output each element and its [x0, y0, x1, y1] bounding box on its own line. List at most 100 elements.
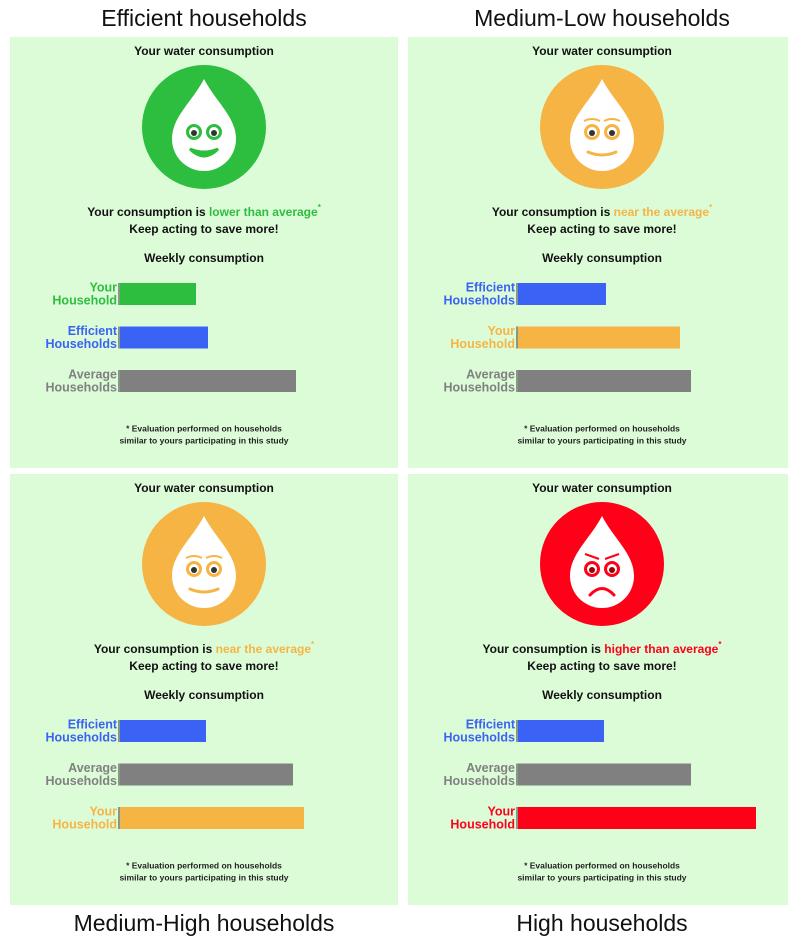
bar	[518, 807, 756, 829]
mouth	[188, 587, 220, 594]
eyebrow	[583, 118, 601, 122]
category-label: Households	[443, 380, 515, 394]
pupil	[191, 130, 197, 136]
message-highlight: near the average	[216, 642, 312, 656]
panel: Your water consumption Your consumption i…	[408, 474, 788, 905]
chart-title: Weekly consumption	[144, 251, 264, 265]
footnote: similar to yours participating in this s…	[119, 435, 288, 445]
footnote: * Evaluation performed on households	[126, 860, 282, 870]
bar	[120, 326, 208, 349]
footnote: * Evaluation performed on households	[524, 860, 680, 870]
footnote: * Evaluation performed on households	[126, 423, 282, 433]
message-second: Keep acting to save more!	[527, 222, 676, 236]
mouth	[586, 150, 618, 157]
message: Your consumption is near the average*	[492, 203, 713, 219]
footnote: similar to yours participating in this s…	[517, 872, 686, 882]
category-label: Your	[487, 804, 515, 818]
panel-caption: Medium-High households	[74, 910, 335, 936]
message-mark: *	[718, 640, 722, 649]
bar	[120, 370, 296, 392]
mouth	[188, 147, 220, 158]
eyebrow	[205, 555, 223, 559]
message-second: Keep acting to save more!	[527, 659, 676, 673]
category-label: Households	[443, 293, 515, 307]
bar	[120, 720, 206, 742]
bar	[120, 283, 196, 305]
pupil	[609, 567, 615, 573]
category-label: Households	[45, 774, 117, 788]
panel: Your water consumption Your consumption i…	[10, 37, 398, 468]
category-label: Households	[443, 730, 515, 744]
pupil	[211, 130, 217, 136]
panel-caption: High households	[516, 910, 687, 936]
panel-header: Your water consumption	[134, 481, 274, 495]
footnote: similar to yours participating in this s…	[517, 435, 686, 445]
category-label: Household	[52, 817, 117, 831]
chart-title: Weekly consumption	[542, 688, 662, 702]
message-prefix: Your consumption is	[492, 205, 614, 219]
eyebrow	[584, 553, 600, 560]
message-mark: *	[318, 203, 322, 212]
category-label: Efficient	[466, 280, 516, 294]
bar	[518, 370, 691, 392]
message: Your consumption is higher than average*	[483, 640, 723, 656]
bar	[518, 720, 604, 742]
message: Your consumption is lower than average*	[87, 203, 322, 219]
category-label: Households	[45, 337, 117, 351]
category-label: Household	[52, 293, 117, 307]
message-second: Keep acting to save more!	[129, 659, 278, 673]
bar	[120, 763, 293, 786]
message-highlight: near the average	[614, 205, 710, 219]
pupil	[191, 567, 197, 573]
message-prefix: Your consumption is	[87, 205, 209, 219]
drop	[172, 516, 236, 608]
message-mark: *	[709, 203, 713, 212]
chart-title: Weekly consumption	[144, 688, 264, 702]
chart-title: Weekly consumption	[542, 251, 662, 265]
bar	[518, 326, 680, 349]
eyebrow	[603, 118, 621, 122]
pupil	[589, 567, 595, 573]
bar	[120, 807, 304, 829]
bar	[518, 763, 691, 786]
eyebrow	[604, 553, 620, 560]
panel-header: Your water consumption	[532, 44, 672, 58]
panel-header: Your water consumption	[532, 481, 672, 495]
mouth	[588, 587, 616, 597]
category-label: Households	[45, 380, 117, 394]
category-label: Average	[68, 367, 117, 381]
category-label: Your	[89, 280, 117, 294]
message-prefix: Your consumption is	[94, 642, 216, 656]
category-label: Your	[89, 804, 117, 818]
category-label: Efficient	[68, 324, 118, 338]
message-second: Keep acting to save more!	[129, 222, 278, 236]
category-label: Efficient	[68, 717, 118, 731]
bar	[518, 283, 606, 305]
category-label: Household	[450, 817, 515, 831]
category-label: Average	[466, 367, 515, 381]
message-mark: *	[311, 640, 315, 649]
panel: Your water consumption Your consumption i…	[10, 474, 398, 905]
category-label: Household	[450, 337, 515, 351]
message: Your consumption is near the average*	[94, 640, 315, 656]
pupil	[211, 567, 217, 573]
pupil	[589, 130, 595, 136]
drop	[570, 516, 634, 608]
drop	[570, 79, 634, 171]
message-prefix: Your consumption is	[483, 642, 605, 656]
face-icon	[540, 502, 664, 626]
footnote: * Evaluation performed on households	[524, 423, 680, 433]
footnote: similar to yours participating in this s…	[119, 872, 288, 882]
face-icon	[142, 502, 266, 626]
category-label: Average	[68, 761, 117, 775]
panel-caption: Efficient households	[101, 5, 306, 31]
face-icon	[540, 65, 664, 189]
category-label: Your	[487, 324, 515, 338]
panel-header: Your water consumption	[134, 44, 274, 58]
face-icon	[142, 65, 266, 189]
drop	[172, 79, 236, 171]
category-label: Households	[443, 774, 515, 788]
pupil	[609, 130, 615, 136]
category-label: Efficient	[466, 717, 516, 731]
